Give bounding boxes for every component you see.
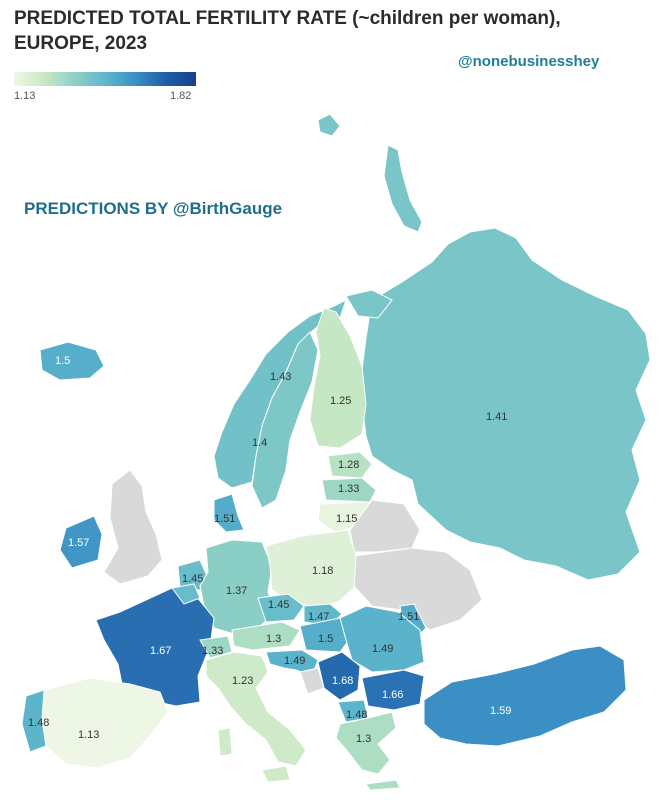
label-serbia: 1.68	[332, 675, 353, 687]
ukraine-no-data	[353, 547, 483, 631]
label-lithuania: 1.15	[336, 513, 357, 525]
arctic-islands-region	[317, 113, 341, 137]
label-czechia: 1.45	[268, 599, 289, 611]
spain-region	[41, 677, 169, 769]
label-greece: 1.3	[356, 733, 371, 745]
denmark-region	[213, 493, 245, 533]
label-russia: 1.41	[486, 411, 507, 423]
label-austria: 1.3	[266, 633, 281, 645]
map-title: PREDICTED TOTAL FERTILITY RATE (~childre…	[14, 6, 664, 56]
label-romania: 1.49	[372, 643, 393, 655]
label-spain: 1.13	[78, 729, 99, 741]
label-hungary: 1.5	[318, 633, 333, 645]
label-sweden: 1.4	[252, 437, 267, 449]
sardinia-region	[217, 727, 233, 757]
label-poland: 1.18	[312, 565, 333, 577]
sicily-region	[261, 765, 291, 783]
portugal-region	[21, 689, 47, 753]
label-italy: 1.23	[232, 675, 253, 687]
finland-region	[309, 307, 367, 449]
label-france: 1.67	[150, 645, 171, 657]
author-handle: @nonebusinesshey	[458, 53, 600, 70]
legend-max-label: 1.82	[170, 90, 192, 102]
label-netherlands: 1.45	[182, 573, 203, 585]
color-scale-legend	[14, 72, 196, 86]
romania-region	[339, 605, 425, 673]
label-croatia: 1.49	[284, 655, 305, 667]
label-turkey: 1.59	[490, 705, 511, 717]
label-portugal: 1.48	[28, 717, 49, 729]
italy-region	[205, 651, 307, 767]
title-line-1: PREDICTED TOTAL FERTILITY RATE (~childre…	[14, 8, 561, 29]
latvia-region	[321, 477, 377, 503]
predictions-credit: PREDICTIONS BY @BirthGauge	[24, 199, 283, 218]
label-finland: 1.25	[330, 395, 351, 407]
austria-region	[231, 621, 301, 651]
poland-region	[265, 529, 357, 609]
bulgaria-region	[361, 669, 425, 711]
crete-region	[365, 779, 401, 791]
turkey-region	[423, 645, 627, 747]
novaya-zemlya-region	[383, 144, 423, 233]
greece-region	[335, 711, 397, 775]
hungary-region	[299, 617, 353, 653]
switzerland-region	[199, 635, 233, 659]
label-latvia: 1.33	[338, 483, 359, 495]
estonia-region	[327, 451, 373, 479]
sweden-region	[251, 331, 319, 509]
belarus-no-data	[349, 499, 421, 553]
label-ireland: 1.57	[68, 537, 89, 549]
russia-kola-region	[345, 289, 393, 319]
united-kingdom-no-data	[103, 469, 163, 585]
value-labels: 1.41 1.5 1.43 1.4 1.25 1.28 1.33 1.15 1.…	[28, 355, 511, 745]
russia-region	[361, 227, 651, 581]
belgium-region	[171, 583, 201, 605]
label-north-macedonia: 1.48	[346, 709, 367, 721]
legend-min-label: 1.13	[14, 90, 36, 102]
iceland-region	[39, 341, 105, 381]
label-estonia: 1.28	[338, 459, 359, 471]
label-switzerland: 1.33	[202, 645, 223, 657]
label-bulgaria: 1.66	[382, 689, 403, 701]
title-line-2: EUROPE, 2023	[14, 33, 148, 54]
label-slovakia: 1.47	[308, 611, 329, 623]
label-iceland: 1.5	[55, 355, 70, 367]
label-denmark: 1.51	[214, 513, 235, 525]
label-norway: 1.43	[270, 371, 291, 383]
bosnia-no-data	[299, 667, 325, 695]
czechia-region	[257, 593, 305, 623]
ireland-region	[59, 515, 103, 569]
label-moldova: 1.51	[398, 611, 419, 623]
label-germany: 1.37	[226, 585, 247, 597]
